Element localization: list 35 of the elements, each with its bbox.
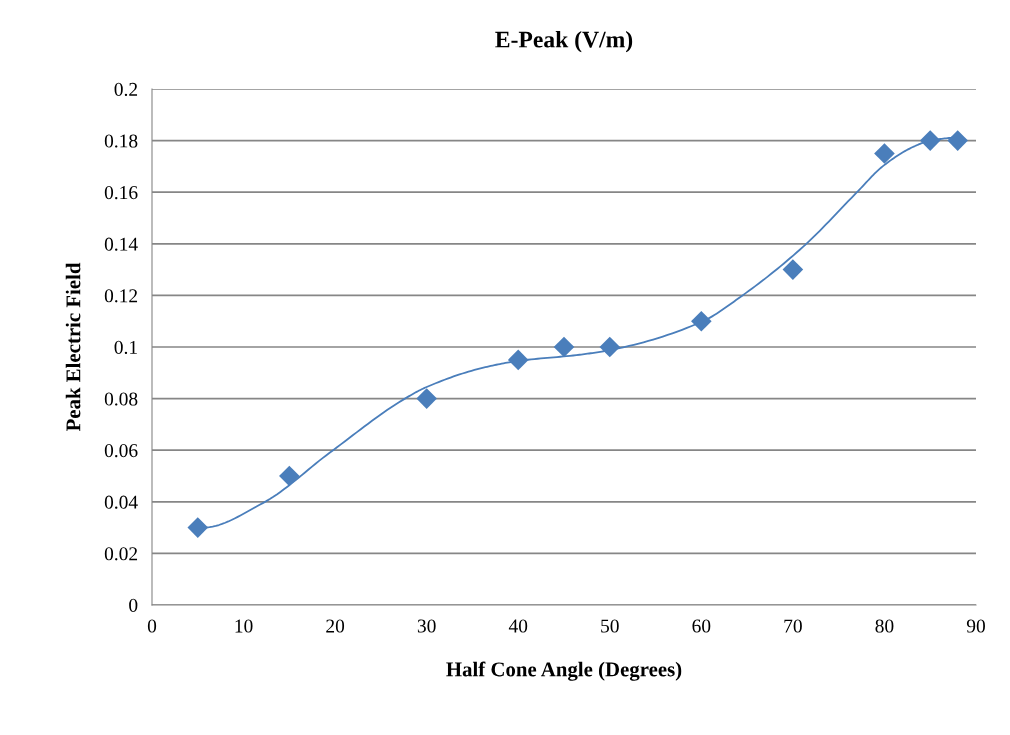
x-tick-label: 40: [508, 619, 528, 633]
point: [187, 517, 209, 538]
y-tick-label: 0.04: [104, 495, 138, 509]
x-tick-label: 10: [235, 619, 253, 633]
x-tick-label: 30: [417, 619, 436, 633]
x-tick-label: 80: [875, 619, 894, 633]
y-tick-label: 0.08: [104, 392, 138, 406]
y-tick-label: 0.14: [104, 237, 138, 251]
x-tick-label: 50: [601, 619, 619, 633]
point: [507, 349, 529, 371]
x-tick-label: 60: [692, 619, 711, 633]
x-axis-title: Half Cone Angle (Degrees): [446, 661, 682, 681]
point: [599, 336, 621, 358]
x-tick-label: 90: [966, 619, 985, 633]
point: [919, 130, 941, 151]
point: [874, 143, 895, 164]
y-tick-label: 0.2: [114, 82, 138, 97]
point: [691, 310, 712, 332]
y-tick-label: 0.12: [104, 289, 138, 303]
y-tick-label: 0: [129, 598, 138, 612]
y-tick-label: 0.06: [104, 444, 138, 458]
point: [782, 259, 804, 280]
point: [279, 465, 300, 487]
y-axis-title: Peak Electric Field: [65, 262, 81, 432]
chart-title: E-Peak (V/m): [495, 30, 633, 53]
point: [416, 388, 437, 409]
x-tick-label: 70: [784, 619, 802, 633]
y-tick-label: 0.1: [114, 340, 137, 355]
point: [553, 336, 575, 358]
y-tick-label: 0.02: [104, 547, 138, 561]
y-tick-label: 0.18: [104, 134, 138, 148]
x-tick-label: 20: [326, 619, 345, 633]
y-tick-label: 0.16: [104, 186, 138, 200]
x-tick-label: 0: [147, 619, 157, 633]
point: [947, 130, 968, 151]
